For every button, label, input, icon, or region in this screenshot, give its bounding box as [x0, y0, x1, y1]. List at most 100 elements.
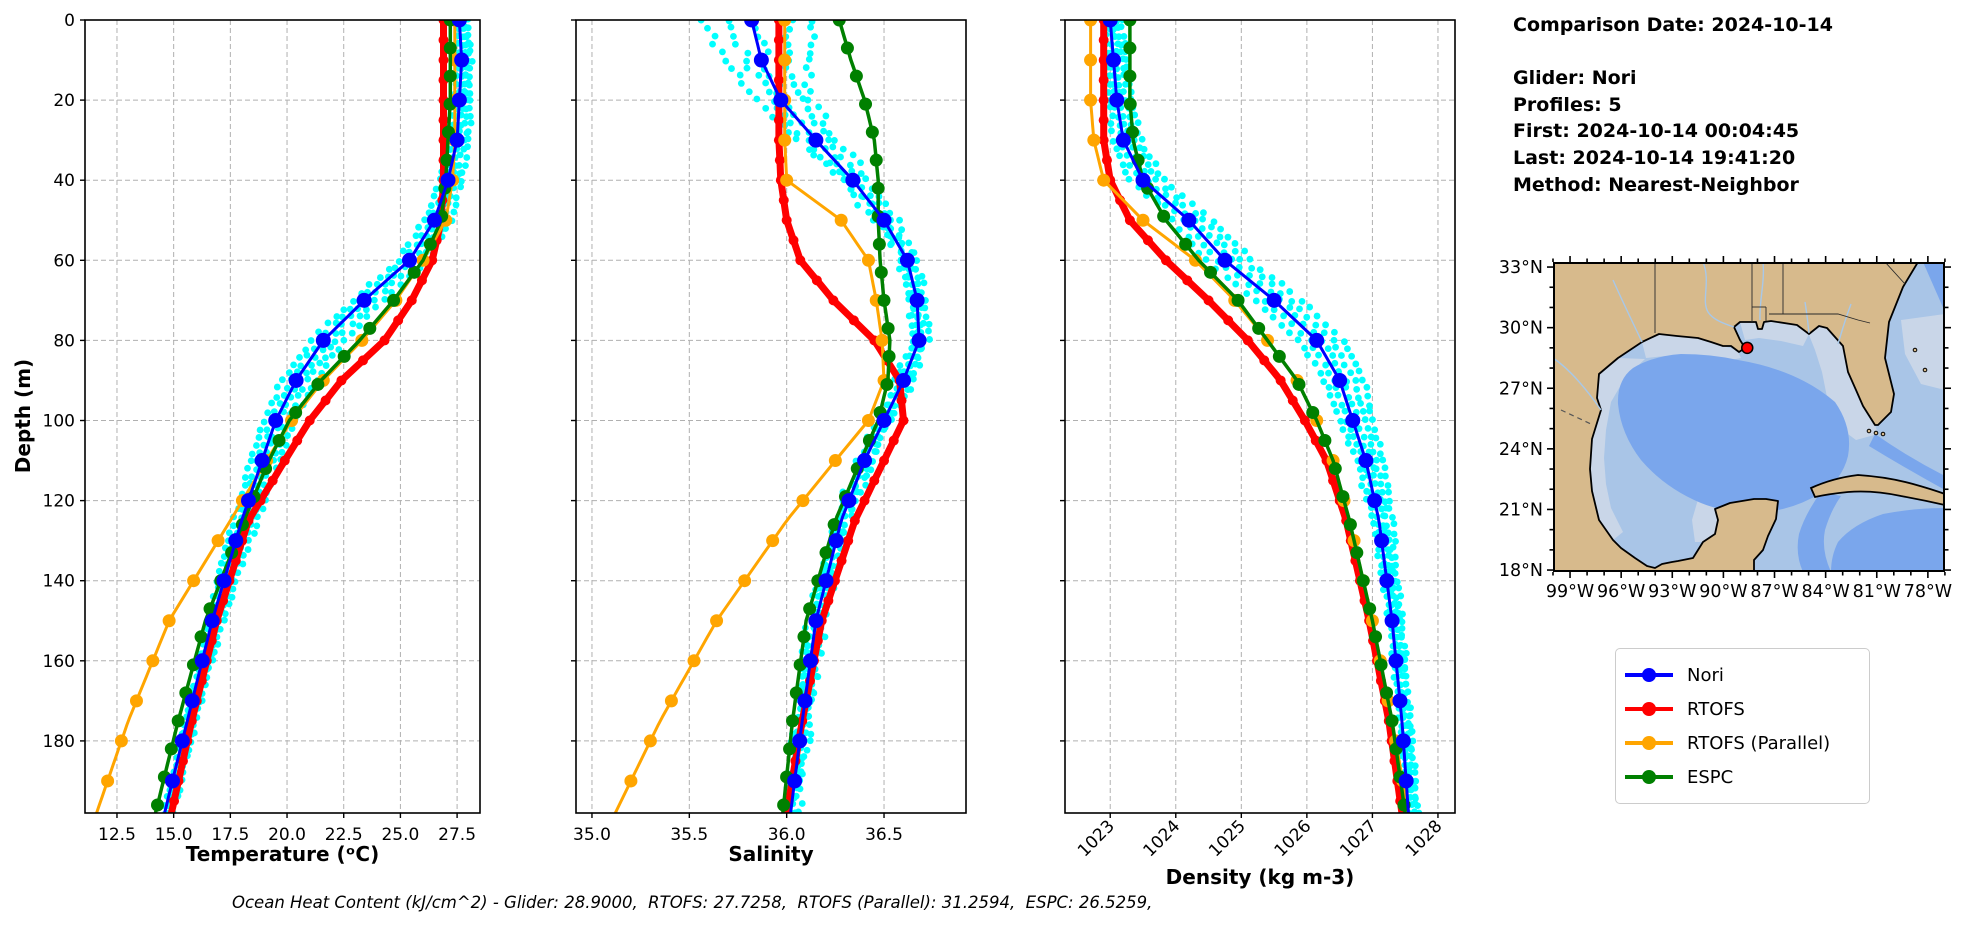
info-line-5: Last: 2024-10-14 19:41:20 [1513, 146, 1796, 169]
bathymetry-shallow [1642, 334, 1741, 362]
map-lat-label: 18°N [1499, 561, 1543, 581]
series-nori [1102, 20, 1414, 813]
bathymetry-deep [1869, 434, 1945, 490]
map-lon-label: 99°W [1546, 582, 1594, 602]
bathymetry-deep [1831, 508, 1945, 572]
island [1880, 431, 1886, 437]
x-tick-label: 36.0 [768, 825, 806, 845]
info-panel: Comparison Date: 2024-10-14 Glider: Nori… [1513, 12, 1833, 198]
map-lat-label: 30°N [1499, 319, 1543, 339]
river [1837, 303, 1852, 345]
legend-label: RTOFS (Parallel) [1687, 732, 1831, 754]
bathymetry-deep [1923, 262, 1945, 312]
x-axis-title: Density (kg m-3) [1166, 865, 1355, 889]
info-line-6: Method: Nearest-Neighbor [1513, 173, 1799, 196]
state-border [1884, 262, 1906, 285]
depth-tick-label: 0 [64, 11, 75, 31]
legend-marker-dot [1642, 769, 1656, 784]
glider-profile-points [160, 20, 476, 813]
x-tick-label: 15.0 [155, 825, 193, 845]
land-mainland [1553, 262, 1919, 572]
x-tick-label: 27.5 [438, 825, 476, 845]
legend-label: ESPC [1687, 766, 1734, 788]
map-lat-label: 24°N [1499, 440, 1543, 460]
legend-line-sample [1625, 735, 1673, 750]
island [1922, 367, 1928, 373]
gulf-map [1553, 262, 1945, 572]
depth-tick-label: 140 [43, 572, 75, 592]
map-lat-label: 33°N [1499, 258, 1543, 278]
bathymetry-shallow [1590, 358, 1645, 540]
legend: Nori RTOFS RTOFS (Parallel) ESPC [1615, 648, 1870, 804]
x-tick-label: 35.0 [573, 825, 611, 845]
map-lon-label: 93°W [1648, 582, 1696, 602]
info-line-1 [1513, 39, 1833, 66]
series-rtofs-parallel- [613, 20, 891, 813]
depth-tick-label: 40 [53, 171, 75, 191]
x-tick-label: 1028 [1402, 816, 1447, 861]
legend-line-sample [1625, 769, 1673, 784]
x-tick-label: 36.5 [865, 825, 903, 845]
axis-ticks [571, 19, 885, 818]
river [1702, 262, 1735, 328]
gulf-map-image [1553, 262, 1945, 572]
depth-tick-label: 60 [53, 251, 75, 271]
x-axis-title: Temperature (ᵒC) [186, 842, 380, 866]
island [1912, 347, 1918, 353]
axis-ticks [80, 19, 458, 818]
grid-lines [576, 20, 966, 813]
x-tick-label: 1026 [1271, 816, 1316, 861]
x-tick-label: 1024 [1140, 816, 1185, 861]
land-cuba [1809, 474, 1945, 506]
x-tick-label: 1025 [1205, 816, 1250, 861]
x-tick-label: 1027 [1336, 816, 1381, 861]
legend-line-sample [1625, 701, 1673, 716]
series-rtofs [167, 20, 449, 813]
map-lon-label: 84°W [1801, 582, 1849, 602]
map-lon-label: 90°W [1699, 582, 1747, 602]
depth-tick-label: 160 [43, 652, 75, 672]
x-tick-label: 35.5 [670, 825, 708, 845]
map-lat-label: 27°N [1499, 379, 1543, 399]
x-tick-label: 17.5 [211, 825, 249, 845]
series-espc [1123, 20, 1411, 813]
x-tick-label: 25.0 [381, 825, 419, 845]
bathymetry-deep [1797, 492, 1841, 572]
axis-ticks [1060, 19, 1439, 818]
river [1804, 301, 1810, 334]
profile-plot-1: 35.0 35.5 36.0 36.5 Salinity [571, 19, 967, 866]
river [1553, 357, 1602, 411]
legend-marker-dot [1642, 701, 1656, 716]
grid-lines [85, 20, 480, 813]
info-line-0: Comparison Date: 2024-10-14 [1513, 14, 1833, 36]
series-nori [163, 20, 470, 813]
map-axes: 33°N 30°N 27°N 24°N 21°N 18°N99°W 96°W 93°W 90°W… [1499, 256, 1952, 602]
depth-tick-label: 80 [53, 331, 75, 351]
state-border [1769, 313, 1871, 324]
map-lon-label: 87°W [1750, 582, 1798, 602]
depth-tick-label: 100 [43, 412, 75, 432]
profile-plot-0: 12.5 15.0 17.5 20.0 22.5 25.0 27.5 0 20 40 60 80 100… [43, 11, 481, 866]
x-tick-label: 12.5 [98, 825, 136, 845]
map-lon-label: 81°W [1853, 582, 1901, 602]
legend-item-espc: ESPC [1616, 760, 1869, 794]
info-line-4: First: 2024-10-14 00:04:45 [1513, 120, 1800, 143]
maritime-boundary [1560, 409, 1592, 425]
y-axis-title: Depth (m) [11, 359, 35, 473]
map-lon-label: 78°W [1904, 582, 1952, 602]
legend-label: RTOFS [1687, 698, 1745, 720]
x-tick-label: 1023 [1074, 816, 1119, 861]
x-tick-label: 22.5 [325, 825, 363, 845]
series-nori [744, 20, 927, 813]
legend-label: Nori [1687, 664, 1724, 686]
legend-item-rtofs-parallel-: RTOFS (Parallel) [1616, 726, 1869, 760]
map-lon-label: 96°W [1597, 582, 1645, 602]
ohc-annotation: Ocean Heat Content (kJ/cm^2) - Glider: 2… [232, 893, 1153, 912]
x-tick-label: 20.0 [268, 825, 306, 845]
depth-tick-label: 180 [43, 732, 75, 752]
bathymetry-deep [1617, 354, 1850, 513]
depth-tick-label: 120 [43, 492, 75, 512]
glider-location-marker [1741, 341, 1754, 355]
